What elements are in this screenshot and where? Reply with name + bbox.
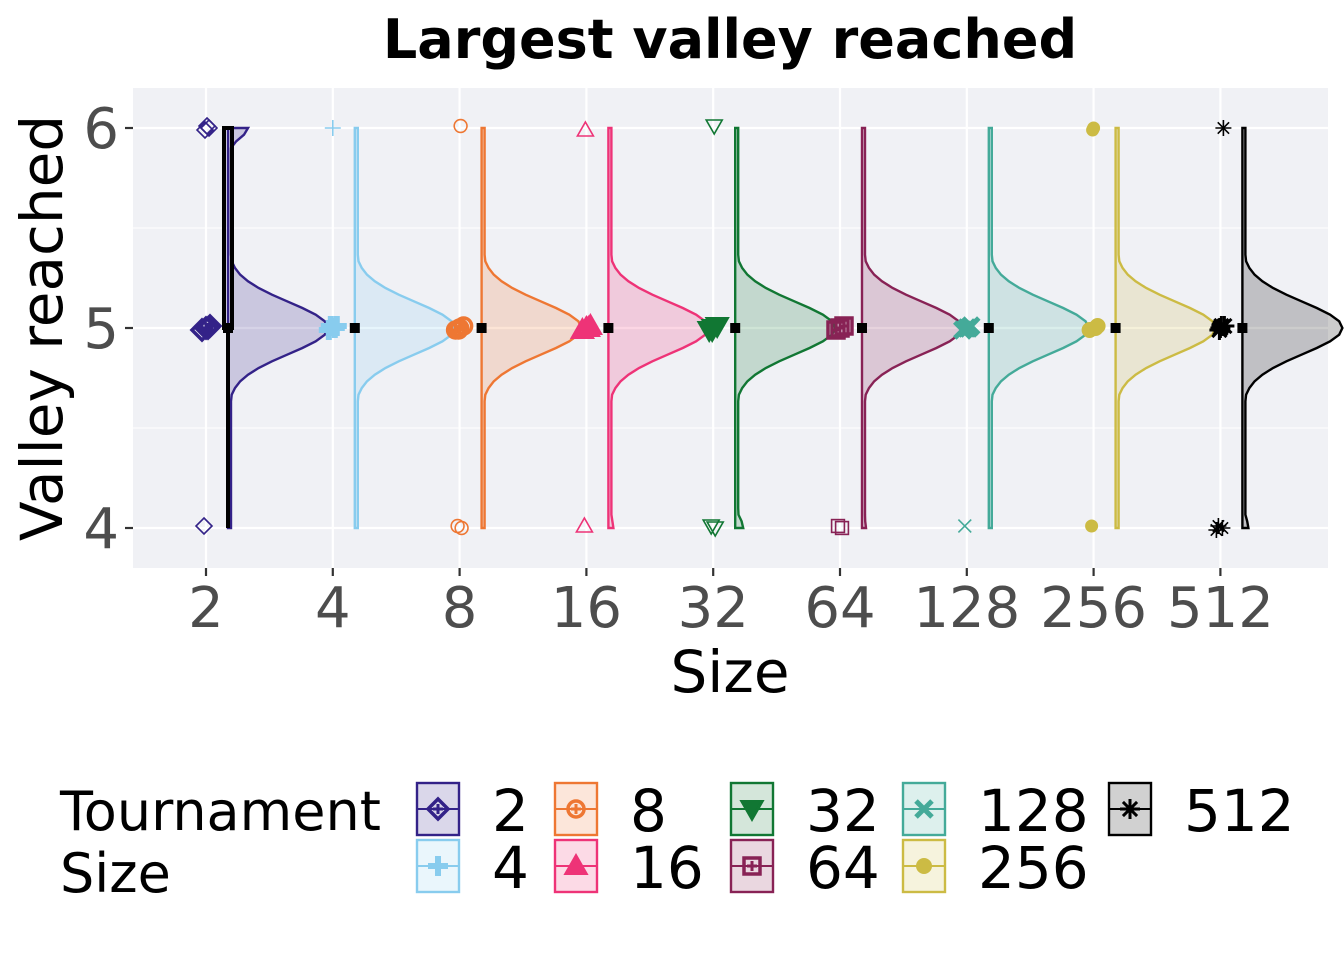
legend-item-256: 256 (901, 834, 1089, 902)
data-point-32 (699, 321, 725, 344)
data-point-16 (576, 120, 595, 137)
mean-point-4 (349, 323, 360, 333)
legend-item-8: 8 (553, 777, 667, 845)
legend-marker-32 (739, 800, 765, 823)
data-point-256 (1086, 123, 1100, 137)
x-tick-label: 64 (804, 576, 875, 641)
data-point-128 (957, 318, 977, 338)
x-tick-label: 8 (442, 576, 478, 641)
legend-label: 4 (492, 834, 529, 902)
legend-item-2: 2 (415, 777, 529, 845)
x-tick-label: 2 (188, 576, 224, 641)
data-point-32 (701, 519, 721, 536)
legend-item-32: 32 (729, 777, 880, 845)
data-point-8 (453, 118, 468, 134)
legend-marker-8 (566, 799, 586, 819)
mean-point-16 (603, 323, 614, 333)
plot-area (133, 88, 1344, 568)
legend-item-512: 512 (1107, 777, 1295, 845)
y-tick-label: 4 (83, 497, 119, 562)
chart-title: Largest valley reached (383, 8, 1077, 71)
mean-point-8 (476, 323, 487, 333)
legend-label: 16 (630, 834, 704, 902)
y-axis-title: Valley reached (8, 115, 76, 541)
legend-marker-512 (1120, 799, 1140, 819)
legend-item-4: 4 (415, 834, 529, 902)
legend-label: 2 (492, 777, 529, 845)
data-point-32 (704, 119, 724, 136)
y-tick-label: 6 (83, 97, 119, 162)
x-tick-label: 256 (1040, 576, 1147, 641)
mean-point-64 (857, 323, 867, 333)
data-point-2 (199, 118, 219, 138)
legend-label: 8 (630, 777, 667, 845)
data-point-64 (830, 318, 850, 338)
x-tick-label: 4 (315, 576, 351, 641)
data-point-512 (1208, 522, 1225, 538)
data-point-256 (1089, 318, 1106, 334)
data-point-4 (326, 316, 347, 336)
data-point-512 (1211, 316, 1232, 336)
data-point-8 (454, 520, 469, 536)
series-2 (189, 116, 330, 536)
data-point-64 (830, 518, 846, 534)
legend-marker-4 (428, 856, 448, 876)
legend-marker-2 (425, 796, 451, 822)
violin-512 (1241, 126, 1344, 530)
legend-label: 512 (1184, 777, 1295, 845)
mean-point-32 (730, 323, 741, 333)
data-point-8 (448, 320, 469, 340)
data-point-2 (194, 516, 214, 536)
x-tick-label: 16 (551, 576, 622, 641)
legend-marker-16 (563, 852, 589, 875)
legend-label: 128 (978, 777, 1089, 845)
x-tick-label: 512 (1167, 576, 1274, 641)
legend-title-line1: Tournament (59, 780, 381, 843)
legend-label: 64 (806, 834, 880, 902)
data-point-16 (575, 516, 594, 533)
legend-marker-128 (914, 799, 934, 819)
mean-point-256 (1110, 323, 1121, 333)
data-point-128 (957, 519, 972, 533)
legend-item-128: 128 (901, 777, 1089, 845)
x-axis-title: Size (670, 638, 789, 706)
legend-item-64: 64 (729, 834, 880, 902)
legend-label: 32 (806, 777, 880, 845)
series-512 (1208, 120, 1344, 538)
data-point-64 (834, 520, 850, 536)
data-point-32 (705, 521, 725, 538)
mean-point-2 (223, 323, 233, 333)
legend-marker-64 (742, 856, 762, 876)
x-tick-label: 128 (913, 576, 1020, 641)
mean-point-512 (1237, 323, 1248, 333)
y-tick-label: 5 (83, 297, 119, 362)
data-point-256 (1085, 519, 1099, 533)
axes: 4 5 6 2 4 8 16 32 64 128 256 512 (83, 97, 1273, 641)
data-point-2 (193, 315, 219, 341)
legend-marker-256 (916, 858, 932, 874)
legend-label: 256 (978, 834, 1089, 902)
legend-title-line2: Size (60, 842, 171, 905)
mean-point-128 (983, 323, 994, 333)
data-point-4 (324, 120, 341, 136)
data-point-16 (573, 314, 599, 337)
legend-item-16: 16 (553, 834, 704, 902)
x-tick-label: 32 (678, 576, 749, 641)
data-point-512 (1215, 120, 1232, 136)
